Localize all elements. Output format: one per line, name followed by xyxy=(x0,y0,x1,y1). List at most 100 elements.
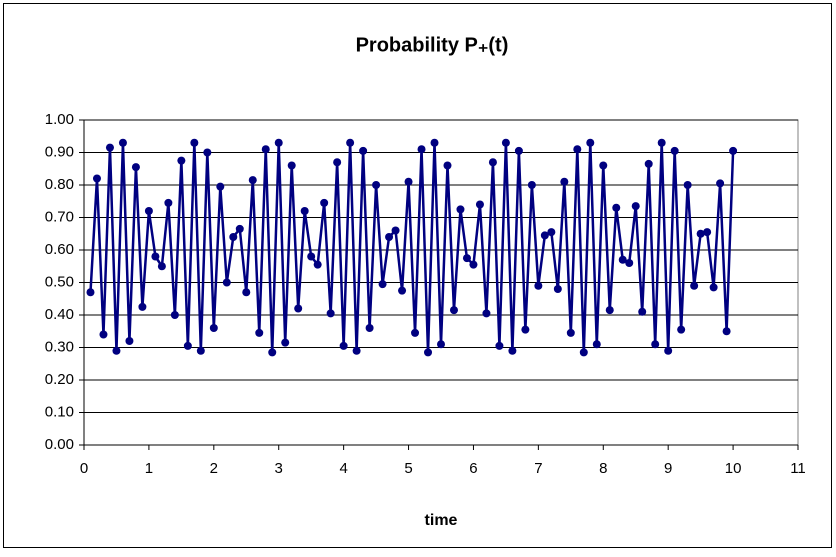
data-point xyxy=(716,179,725,188)
data-point xyxy=(534,281,543,290)
data-point xyxy=(320,198,329,207)
data-point xyxy=(670,146,679,155)
data-point xyxy=(216,182,225,191)
data-point xyxy=(508,346,517,355)
data-point xyxy=(203,148,212,157)
chart-title: Probability P₊(t) xyxy=(356,34,509,56)
y-tick-label: 0.80 xyxy=(45,176,74,193)
data-point xyxy=(190,138,199,147)
data-point xyxy=(183,341,192,350)
data-point xyxy=(177,156,186,165)
data-point xyxy=(274,138,283,147)
data-point xyxy=(333,158,342,167)
y-tick-label: 0.30 xyxy=(45,338,74,355)
x-tick-label: 4 xyxy=(339,460,347,477)
data-point xyxy=(475,200,484,209)
x-tick-label: 11 xyxy=(790,460,806,477)
data-point xyxy=(138,302,147,311)
data-point xyxy=(378,280,387,289)
data-point xyxy=(657,138,666,147)
data-point xyxy=(553,285,562,293)
data-point xyxy=(482,309,491,318)
x-tick-label: 3 xyxy=(275,460,283,477)
data-point xyxy=(222,278,231,287)
data-point xyxy=(131,163,140,172)
data-point xyxy=(164,198,173,207)
x-tick-label: 0 xyxy=(80,460,88,477)
data-point xyxy=(313,260,322,269)
data-point xyxy=(592,340,601,349)
data-point xyxy=(625,259,634,267)
data-point xyxy=(501,138,510,147)
data-point xyxy=(469,260,478,269)
data-point xyxy=(287,161,296,170)
data-point xyxy=(86,288,95,297)
data-point xyxy=(703,228,712,237)
x-tick-label: 8 xyxy=(599,460,607,477)
x-axis-title: time xyxy=(425,512,458,529)
data-point xyxy=(209,324,218,332)
data-point xyxy=(599,161,608,170)
data-point xyxy=(729,146,738,155)
x-tick-label: 5 xyxy=(404,460,412,477)
data-point xyxy=(99,330,108,339)
data-point xyxy=(365,324,374,332)
data-point xyxy=(326,309,335,318)
data-point xyxy=(398,286,407,295)
data-point xyxy=(495,341,504,350)
data-point xyxy=(346,138,355,147)
data-point xyxy=(527,181,536,189)
y-tick-label: 0.40 xyxy=(45,306,74,323)
y-tick-label: 0.90 xyxy=(45,143,74,160)
data-point xyxy=(372,181,381,189)
data-point xyxy=(664,346,673,355)
x-tick-label: 7 xyxy=(534,460,542,477)
data-point xyxy=(573,145,582,154)
data-point xyxy=(92,174,101,183)
y-tick-label: 0.60 xyxy=(45,241,74,258)
data-point xyxy=(696,229,705,238)
data-point xyxy=(196,346,205,355)
data-point xyxy=(488,158,497,167)
data-point xyxy=(443,161,452,170)
x-tick-label: 2 xyxy=(210,460,218,477)
data-point xyxy=(112,346,121,355)
data-point xyxy=(157,262,166,271)
data-point xyxy=(644,159,653,168)
data-point xyxy=(579,348,588,357)
data-point xyxy=(339,341,348,350)
data-point xyxy=(651,340,660,349)
x-tick-label: 9 xyxy=(664,460,672,477)
x-tick-label: 10 xyxy=(725,460,742,477)
data-point xyxy=(605,306,614,315)
data-point xyxy=(566,328,575,337)
data-point xyxy=(170,311,179,319)
y-tick-label: 0.00 xyxy=(45,436,74,453)
data-point xyxy=(462,254,471,263)
data-point xyxy=(709,283,718,292)
data-point xyxy=(424,348,433,357)
data-point xyxy=(560,177,569,186)
data-point xyxy=(404,177,413,186)
data-point xyxy=(521,325,530,334)
data-point xyxy=(300,207,309,215)
data-point xyxy=(294,304,303,313)
data-point xyxy=(417,145,426,154)
data-point xyxy=(359,146,368,155)
y-tick-label: 0.20 xyxy=(45,371,74,388)
data-point xyxy=(385,233,394,241)
x-tick-label: 1 xyxy=(145,460,153,477)
data-point xyxy=(411,328,420,337)
data-point xyxy=(144,207,153,215)
data-point xyxy=(677,325,686,334)
data-point xyxy=(242,288,251,297)
data-point xyxy=(514,146,523,155)
data-point xyxy=(449,306,458,315)
data-point xyxy=(683,181,692,189)
data-point xyxy=(391,226,400,235)
data-point xyxy=(248,176,257,185)
data-point xyxy=(638,307,647,316)
data-point xyxy=(118,138,127,147)
data-point xyxy=(437,340,445,349)
